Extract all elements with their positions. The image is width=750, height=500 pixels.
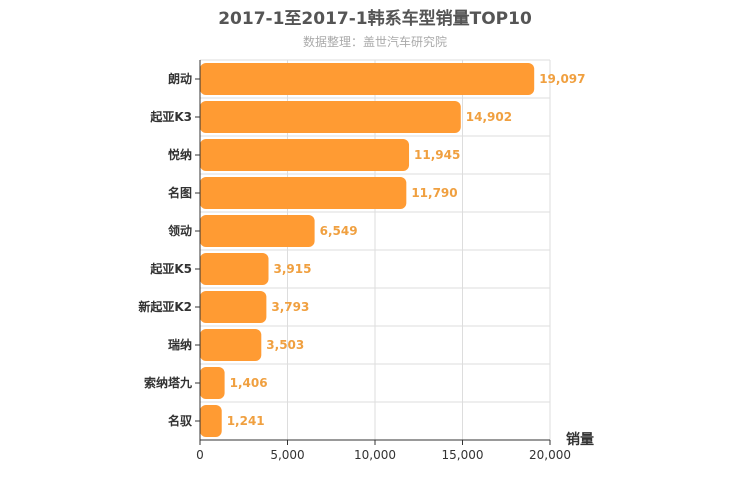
data-label: 11,945 [414, 148, 460, 162]
bar [200, 63, 535, 95]
category-label: 名驭 [168, 413, 193, 428]
bar [200, 177, 407, 209]
x-tick-label: 15,000 [442, 448, 484, 462]
data-label: 6,549 [320, 224, 358, 238]
x-tick-label: 5,000 [270, 448, 304, 462]
data-label: 1,241 [227, 414, 265, 428]
data-label: 11,790 [411, 186, 457, 200]
bars: 19,097 14,902 11,945 11,790 6,549 3,915 3,793 3… [200, 63, 586, 437]
bar [200, 329, 262, 361]
category-label: 新起亚K2 [138, 299, 192, 314]
x-axis-title: 销量 [566, 431, 594, 448]
chart-subtitle: 数据整理：盖世汽车研究院 [302, 35, 447, 49]
bar [200, 101, 461, 133]
bar [200, 215, 315, 247]
category-label: 起亚K3 [149, 109, 192, 124]
data-label: 19,097 [539, 72, 585, 86]
category-label: 悦纳 [168, 147, 192, 162]
bar [200, 405, 222, 437]
category-label: 瑞纳 [168, 337, 192, 352]
data-label: 3,503 [266, 338, 304, 352]
category-label: 名图 [168, 185, 192, 200]
x-tick-label: 10,000 [354, 448, 396, 462]
category-label: 起亚K5 [149, 261, 192, 276]
data-label: 3,915 [274, 262, 312, 276]
category-label: 索纳塔九 [144, 375, 192, 390]
bar [200, 253, 269, 285]
bar [200, 291, 267, 323]
bar [200, 139, 410, 171]
data-label: 1,406 [230, 376, 268, 390]
data-label: 3,793 [271, 300, 309, 314]
data-label: 14,902 [466, 110, 512, 124]
category-label: 领动 [168, 223, 192, 238]
x-tick-label: 0 [196, 448, 204, 462]
x-tick-label: 20,000 [529, 448, 571, 462]
category-label: 朗动 [168, 71, 192, 86]
bar [200, 367, 225, 399]
chart-title: 2017-1至2017-1韩系车型销量TOP10 [218, 9, 532, 29]
